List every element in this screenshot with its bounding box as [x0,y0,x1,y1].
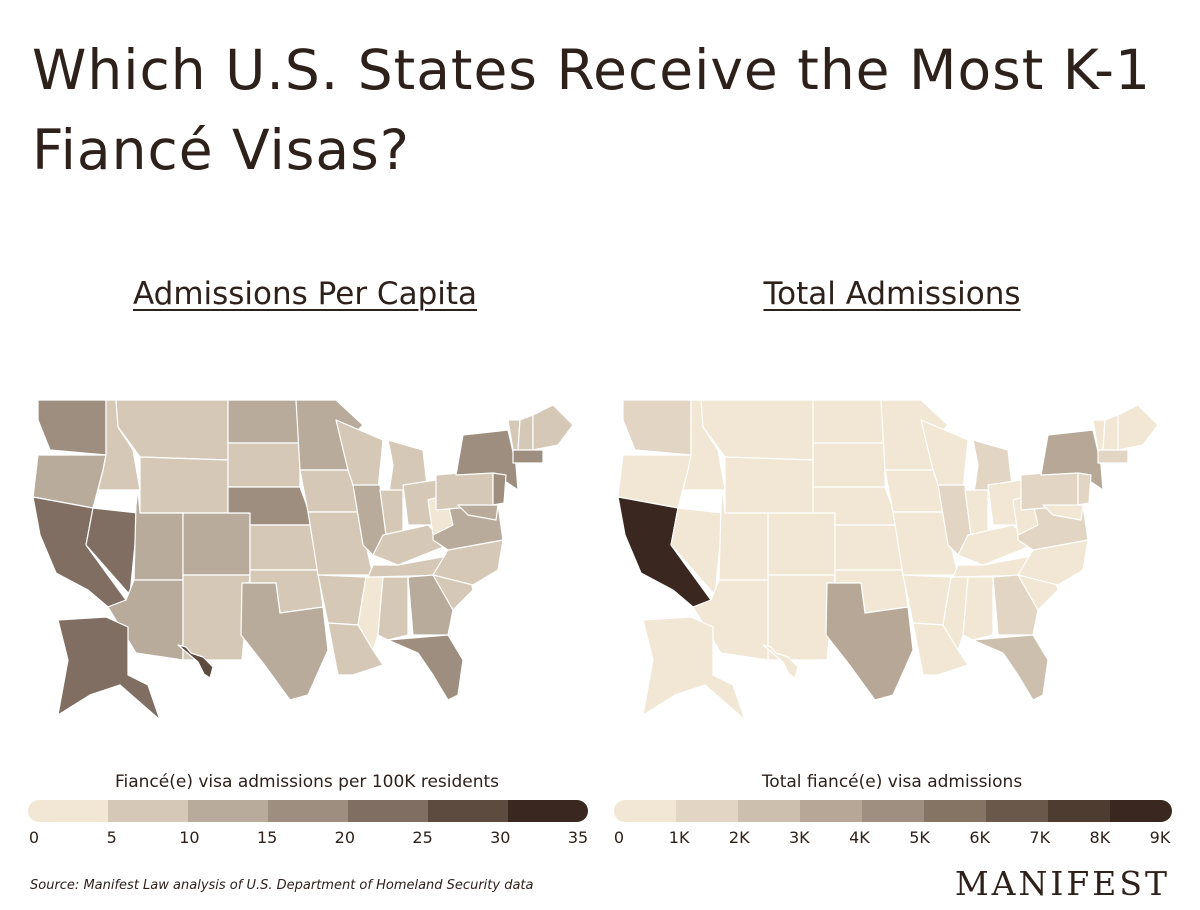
legend-color-bar-per-capita [28,800,588,822]
total-admissions-choropleth-map [617,399,1159,721]
state-nm [767,574,836,661]
state-ma [512,449,544,464]
legend-swatch-1 [676,800,738,822]
legend-swatch-5 [924,800,986,822]
legend-tick-label: 20 [334,828,356,847]
state-me [1117,404,1159,451]
state-ak [57,616,161,721]
legend-tick-label: 0 [28,828,40,847]
state-hi [762,644,799,679]
state-al [962,576,994,641]
state-sd [812,442,886,488]
legend-tick-label: 1K [668,828,690,847]
state-ks [249,524,319,571]
legend-tick-label: 9K [1149,828,1171,847]
legend-swatch-5 [428,800,508,822]
state-nj [1077,472,1092,506]
state-co [182,512,251,576]
legend-tick-label: 25 [412,828,433,847]
state-ma [1097,449,1129,464]
state-nj [492,472,507,506]
legend-tick-label: 4K [849,828,870,847]
legend-swatch-3 [268,800,348,822]
state-wy [724,456,814,514]
legend-ticks-total: 0 1K 2K 3K 4K 5K 6K 7K 8K 9K [614,828,1170,850]
state-pa [435,469,494,511]
legend-swatch-0 [28,800,108,822]
state-ky [957,524,1034,566]
legend-title-total: Total fiancé(e) visa admissions [761,772,1023,792]
legend-tick-label: 10 [179,828,200,847]
source-note: Source: Manifest Law analysis of U.S. De… [30,878,534,893]
legend-tick-label: 5K [909,828,930,847]
legend-swatch-2 [738,800,800,822]
state-nh [517,414,534,451]
brand-logo: MANIFEST [954,864,1170,903]
state-ga [992,574,1039,636]
legend-tick-label: 0 [613,828,625,847]
state-nd [812,399,886,444]
legend-swatch-7 [1048,800,1110,822]
legend-swatch-8 [1110,800,1172,822]
map-heading-total: Total Admissions [763,276,1021,312]
state-me [532,404,574,451]
legend-swatch-6 [508,800,588,822]
state-nd [227,399,301,444]
map-heading-per-capita: Admissions Per Capita [132,276,478,312]
state-wy [139,456,229,514]
legend-tick-label: 15 [256,828,278,847]
legend-tick-label: 30 [490,828,511,847]
legend-tick-label: 3K [788,828,810,847]
legend-tick-label: 5 [106,828,117,847]
per-capita-choropleth-map [32,399,574,721]
legend-tick-label: 7K [1029,828,1051,847]
legend-title-per-capita: Fiancé(e) visa admissions per 100K resid… [114,772,500,792]
legend-swatch-0 [614,800,676,822]
state-nm [182,574,251,661]
legend-tick-label: 8K [1089,828,1111,847]
legend-swatch-3 [800,800,862,822]
state-hi [177,644,214,679]
legend-swatch-4 [348,800,428,822]
legend-tick-label: 6K [969,828,990,847]
legend-tick-label: 2K [728,828,750,847]
state-wa [37,399,107,456]
legend-swatch-4 [862,800,924,822]
state-md [457,504,499,521]
state-fl [387,634,464,701]
state-ia [884,469,944,513]
state-tx [240,582,329,701]
state-al [377,576,409,641]
state-fl [972,634,1049,701]
state-tx [825,582,914,701]
state-sd [227,442,301,488]
state-ks [834,524,904,571]
state-nh [1102,414,1119,451]
legend-ticks-per-capita: 0 5 10 15 20 25 30 35 [29,828,588,850]
state-md [1042,504,1084,521]
legend-swatch-2 [188,800,268,822]
state-ia [299,469,359,513]
legend-swatch-6 [986,800,1048,822]
legend-tick-label: 35 [567,828,589,847]
state-ky [372,524,449,566]
state-wa [622,399,692,456]
state-co [767,512,836,576]
state-pa [1020,469,1079,511]
page-title: Which U.S. States Receive the Most K-1 F… [32,38,1151,182]
legend-swatch-1 [108,800,188,822]
state-ga [407,574,454,636]
state-ak [642,616,746,721]
legend-color-bar-total [614,800,1172,822]
